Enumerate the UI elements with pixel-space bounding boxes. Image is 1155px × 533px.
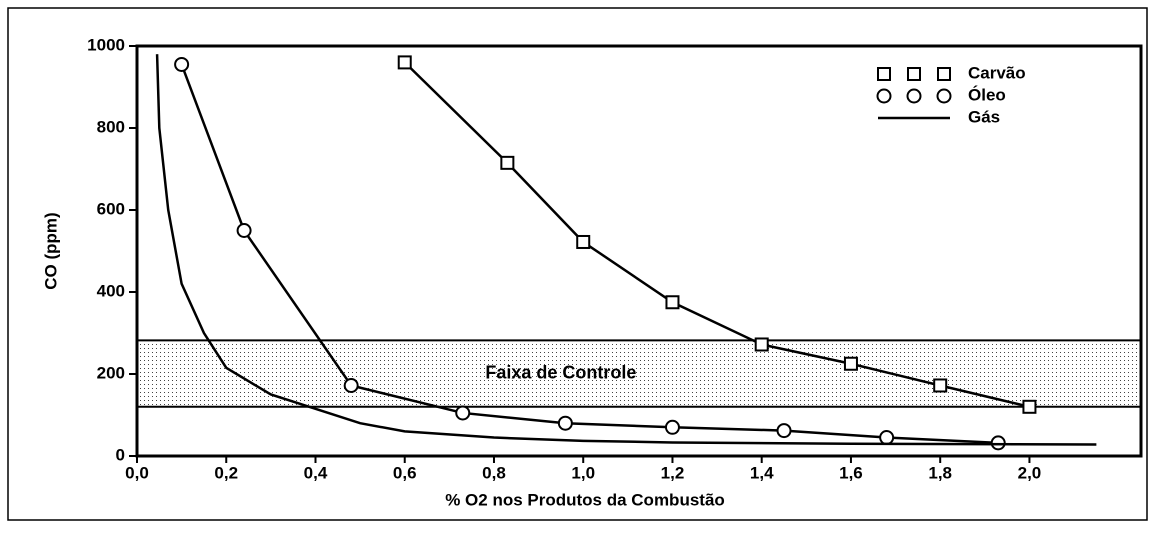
x-tick-label: 1,4 [750,463,774,482]
x-tick-label: 1,8 [928,463,952,482]
y-tick-label: 1000 [87,35,125,54]
legend-marker [876,88,892,104]
data-point [990,435,1006,451]
data-point [843,356,858,371]
data-point [236,223,252,238]
x-tick-label: 2,0 [1018,463,1042,482]
y-axis-label: CO (ppm) [41,212,60,289]
legend-marker [906,88,922,104]
legend-label: Óleo [968,85,1006,104]
y-tick-label: 400 [97,281,125,300]
data-point [576,234,591,249]
legend-marker [936,88,952,104]
legend-marker [907,67,921,81]
x-tick-label: 0,2 [214,463,238,482]
data-point [665,295,680,310]
y-tick-label: 0 [116,445,125,464]
plot-frame [135,44,1143,458]
legend-label: Carvão [968,63,1026,82]
x-tick-label: 0,8 [482,463,506,482]
y-tick-label: 800 [97,117,125,136]
x-tick-label: 0,6 [393,463,417,482]
legend-marker [877,67,891,81]
data-point [664,419,680,435]
data-point [933,378,948,393]
x-axis-label: % O2 nos Produtos da Combustão [445,490,725,509]
x-tick-label: 1,0 [571,463,595,482]
y-tick-label: 200 [97,363,125,382]
data-point [174,56,190,72]
data-point [1022,399,1037,414]
data-point [754,337,769,352]
data-point [455,405,471,421]
series-line [403,61,1030,409]
data-point [343,377,359,393]
legend-label: Gás [968,107,1000,126]
frame [7,7,1148,521]
control-band [137,340,1141,407]
y-tick-label: 600 [97,199,125,218]
x-tick-label: 1,2 [661,463,685,482]
x-tick-label: 0,4 [304,463,328,482]
x-tick-label: 0,0 [125,463,149,482]
legend-marker [937,67,951,81]
band-label: Faixa de Controle [485,362,636,382]
series-line [155,54,1097,446]
data-point [879,430,895,446]
x-tick-label: 1,6 [839,463,863,482]
data-point [500,155,515,170]
data-point [397,55,412,70]
data-point [776,423,792,439]
data-point [557,415,573,431]
